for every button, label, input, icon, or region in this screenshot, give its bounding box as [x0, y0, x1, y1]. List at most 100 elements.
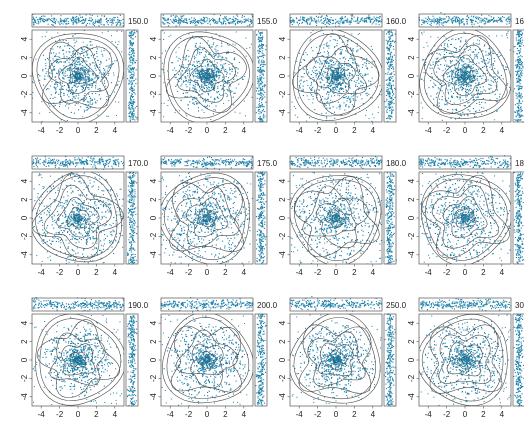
- data-point: [495, 86, 498, 88]
- data-point: [201, 84, 203, 86]
- data-point: [465, 86, 468, 88]
- data-point: [223, 89, 225, 91]
- marginal-point: [132, 103, 135, 105]
- marginal-point: [46, 20, 48, 22]
- data-point: [185, 56, 187, 58]
- data-point: [95, 102, 97, 104]
- marginal-point: [59, 17, 61, 19]
- data-point: [195, 36, 197, 38]
- data-point: [81, 68, 83, 70]
- data-point: [85, 52, 87, 54]
- data-point: [204, 79, 206, 81]
- data-point: [70, 93, 72, 95]
- marginal-point: [303, 17, 306, 19]
- data-point: [356, 79, 358, 81]
- data-point: [339, 78, 341, 80]
- marginal-point: [388, 61, 390, 63]
- data-point: [460, 81, 462, 83]
- marginal-point: [389, 92, 391, 94]
- data-point: [482, 75, 484, 77]
- data-point: [69, 51, 71, 53]
- data-point: [337, 70, 339, 72]
- top-marginal: [31, 13, 124, 28]
- marginal-point: [163, 23, 165, 25]
- data-point: [340, 70, 342, 72]
- data-point: [303, 81, 305, 83]
- data-point: [50, 52, 52, 54]
- marginal-point: [190, 21, 192, 23]
- marginal-point: [379, 16, 381, 18]
- data-point: [375, 86, 377, 88]
- marginal-point: [265, 45, 267, 47]
- data-point: [99, 89, 101, 91]
- marginal-point: [394, 40, 396, 42]
- data-point: [234, 57, 236, 59]
- data-point: [355, 121, 357, 122]
- data-point: [470, 70, 472, 72]
- data-point: [77, 58, 79, 61]
- data-point: [431, 53, 433, 55]
- data-point: [472, 107, 475, 110]
- marginal-point: [293, 22, 295, 24]
- marginal-point: [309, 22, 311, 24]
- data-point: [234, 92, 236, 94]
- data-point: [187, 73, 189, 75]
- data-point: [85, 99, 87, 101]
- data-point: [328, 85, 330, 87]
- data-point: [189, 69, 191, 71]
- data-point: [459, 70, 461, 72]
- marginal-point: [234, 24, 236, 26]
- data-point: [184, 76, 186, 78]
- marginal-point: [391, 32, 393, 34]
- marginal-point: [371, 23, 373, 25]
- data-point: [44, 59, 46, 61]
- data-point: [325, 87, 327, 89]
- marginal-point: [167, 25, 170, 27]
- data-point: [198, 102, 200, 104]
- data-point: [213, 60, 216, 62]
- data-point: [316, 97, 318, 99]
- data-point: [218, 69, 220, 71]
- data-point: [489, 99, 491, 101]
- marginal-point: [129, 112, 131, 114]
- data-point: [344, 86, 346, 88]
- marginal-point: [122, 18, 124, 20]
- data-point: [82, 86, 84, 88]
- marginal-point: [37, 20, 39, 22]
- data-point: [464, 51, 466, 53]
- data-point: [340, 69, 342, 71]
- data-point: [187, 81, 189, 83]
- marginal-point: [175, 21, 178, 23]
- data-point: [430, 76, 432, 78]
- data-point: [505, 68, 507, 71]
- marginal-point: [323, 21, 325, 23]
- data-point: [196, 62, 198, 64]
- marginal-point: [389, 58, 391, 61]
- data-point: [216, 92, 218, 94]
- data-point: [63, 77, 65, 79]
- data-point: [54, 83, 56, 85]
- data-point: [75, 80, 77, 82]
- marginal-point: [391, 56, 394, 58]
- marginal-point: [64, 21, 66, 23]
- data-point: [180, 78, 183, 80]
- data-point: [193, 58, 196, 60]
- data-point: [76, 78, 78, 80]
- data-point: [349, 87, 351, 89]
- data-point: [82, 59, 84, 62]
- data-point: [347, 92, 350, 94]
- marginal-point: [130, 77, 132, 79]
- data-point: [340, 76, 342, 78]
- data-point: [320, 68, 322, 70]
- marginal-point: [180, 20, 183, 22]
- marginal-point: [129, 120, 131, 122]
- data-point: [74, 97, 76, 99]
- data-point: [71, 78, 73, 80]
- marginal-point: [129, 117, 131, 119]
- side-marginal-frame: [254, 29, 268, 123]
- data-point: [213, 66, 215, 68]
- data-point: [192, 74, 194, 76]
- data-point: [199, 53, 201, 55]
- data-point: [455, 80, 457, 82]
- marginal-point: [342, 21, 344, 24]
